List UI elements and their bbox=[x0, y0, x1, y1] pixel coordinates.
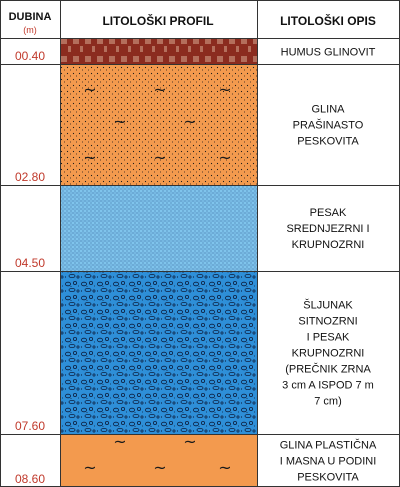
clay-symbol: ~ bbox=[153, 80, 166, 99]
depth-label: 07.60 bbox=[15, 419, 45, 433]
layer-texture bbox=[61, 39, 257, 64]
depth-unit: (m) bbox=[23, 25, 37, 35]
layer-texture bbox=[61, 271, 257, 434]
description-line: ŠLJUNAK bbox=[303, 299, 353, 312]
description-line: GLINA PLASTIČNA bbox=[280, 439, 377, 452]
clay-symbol: ~ bbox=[153, 458, 166, 477]
clay-symbol: ~ bbox=[183, 432, 196, 451]
description-line: 3 cm A ISPOD 7 m bbox=[282, 380, 374, 392]
description-line: KRUPNOZRNI bbox=[292, 348, 365, 360]
depth-label: 08.60 bbox=[15, 472, 45, 486]
clay-symbol: ~ bbox=[83, 80, 96, 99]
description-line: PRAŠINASTO bbox=[293, 119, 364, 132]
clay-symbol: ~ bbox=[113, 432, 126, 451]
layer-fill bbox=[61, 434, 257, 487]
clay-symbol: ~ bbox=[83, 148, 96, 167]
description-line: HUMUS GLINOVIT bbox=[281, 47, 376, 59]
clay-symbol: ~ bbox=[218, 80, 231, 99]
description-line: PESKOVITA bbox=[297, 472, 359, 484]
layer-texture bbox=[61, 185, 257, 271]
layer-humus: 00.40 HUMUS GLINOVIT bbox=[15, 39, 376, 64]
description-line: SITNOZRNI bbox=[298, 316, 357, 328]
layer-silty-clay: ~ ~ ~ ~ ~ ~ ~ ~02.80 GLINA PRAŠINASTO PESKOVITA bbox=[15, 64, 364, 185]
description-line: PESKOVITA bbox=[297, 136, 359, 148]
layer-texture bbox=[61, 64, 257, 185]
depth-label: 04.50 bbox=[15, 256, 45, 270]
description-line: 7 cm) bbox=[314, 396, 342, 408]
clay-symbol: ~ bbox=[218, 458, 231, 477]
clay-symbol: ~ bbox=[218, 148, 231, 167]
layer-sand: 04.50 PESAK SREDNJEZRNI I KRUPNOZRNI bbox=[15, 185, 370, 271]
layer-plastic-clay: ~ ~ ~ ~ ~08.60 GLINA PLASTIČNA I MASNA U PODIN… bbox=[15, 432, 377, 487]
description-line: PESAK bbox=[310, 207, 347, 219]
layers: 00.40 HUMUS GLINOVIT ~ ~ ~ ~ ~ ~ ~ ~02.80 GLINA PRA… bbox=[15, 39, 377, 487]
profile-header: LITOLOŠKI PROFIL bbox=[102, 13, 213, 28]
depth-label: 00.40 bbox=[15, 49, 45, 63]
depth-header: DUBINA bbox=[9, 11, 52, 23]
description-header: LITOLOŠKI OPIS bbox=[280, 13, 376, 28]
description-line: I MASNA U PODINI bbox=[280, 456, 377, 468]
clay-symbol: ~ bbox=[183, 112, 196, 131]
clay-symbol: ~ bbox=[153, 148, 166, 167]
clay-symbol: ~ bbox=[113, 112, 126, 131]
layer-gravel: 07.60 ŠLJUNAK SITNOZRNI I PESAK KRUPNOZRNI (P… bbox=[15, 271, 374, 434]
description-line: I PESAK bbox=[307, 332, 350, 344]
depth-label: 02.80 bbox=[15, 170, 45, 184]
header-row bbox=[0, 0, 400, 38]
clay-symbol: ~ bbox=[83, 458, 96, 477]
description-line: SREDNJEZRNI I bbox=[286, 223, 369, 235]
description-line: GLINA bbox=[311, 104, 345, 116]
description-line: KRUPNOZRNI bbox=[292, 239, 365, 251]
description-line: (PREČNIK ZRNA bbox=[285, 363, 371, 376]
